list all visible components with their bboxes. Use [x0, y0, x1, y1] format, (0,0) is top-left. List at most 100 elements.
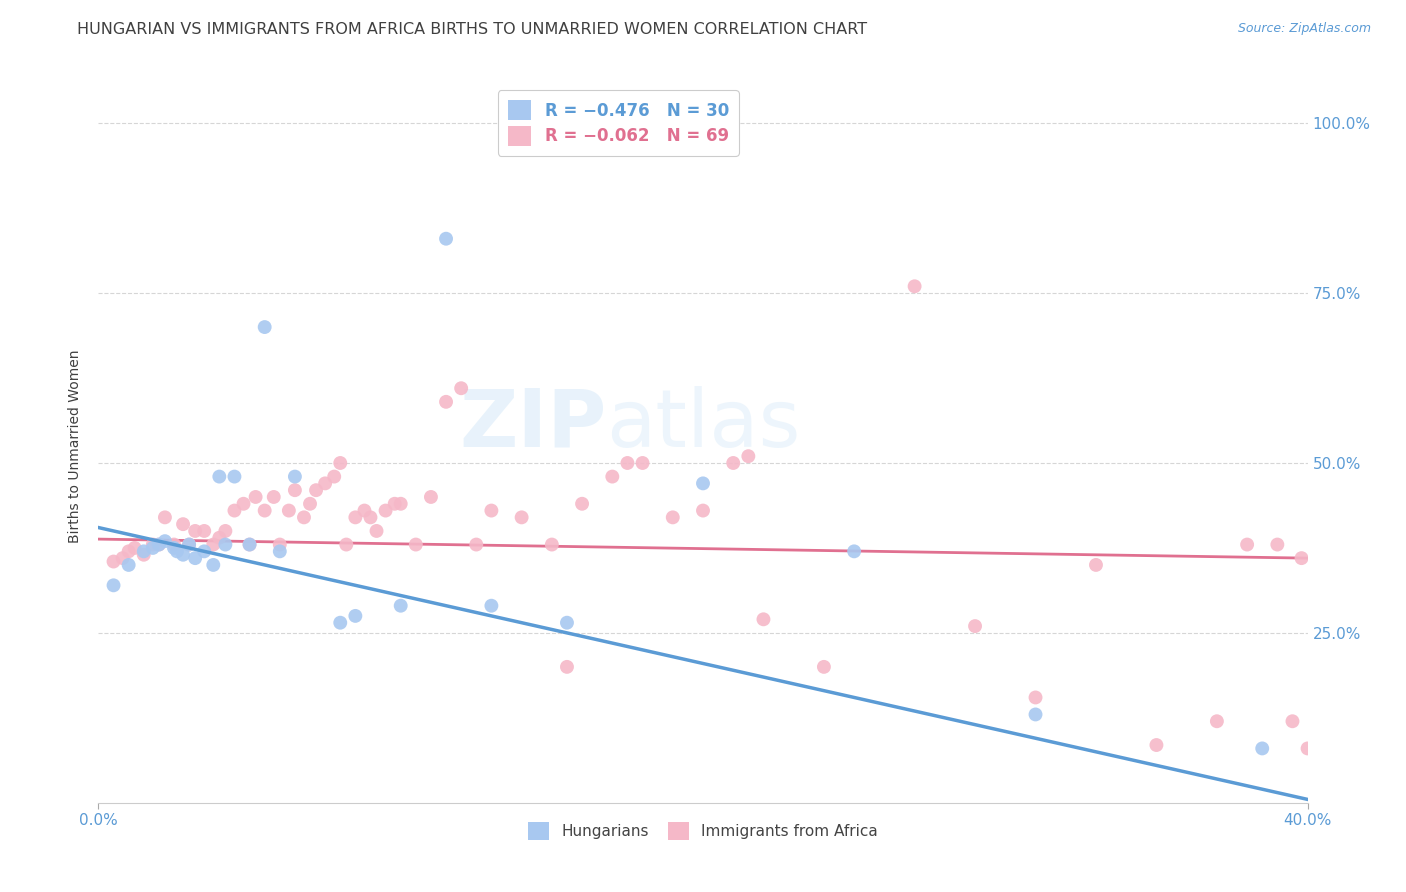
Point [111, 551, 134, 566]
Point [360, 510, 382, 524]
Point [353, 503, 375, 517]
Point [153, 510, 176, 524]
Point [434, 394, 457, 409]
Point [1251, 741, 1274, 756]
Point [374, 503, 396, 517]
Point [420, 490, 443, 504]
Point [434, 232, 457, 246]
Point [335, 537, 357, 551]
Text: ZIP: ZIP [458, 385, 606, 464]
Point [366, 524, 388, 538]
Point [184, 551, 207, 566]
Point [269, 537, 291, 551]
Point [153, 534, 176, 549]
Point [661, 510, 683, 524]
Point [142, 537, 165, 551]
Point [329, 456, 352, 470]
Point [124, 541, 146, 555]
Point [692, 503, 714, 517]
Point [224, 503, 246, 517]
Point [202, 537, 225, 551]
Point [269, 544, 291, 558]
Point [253, 503, 276, 517]
Point [277, 503, 299, 517]
Point [245, 490, 267, 504]
Point [389, 599, 412, 613]
Point [1024, 690, 1046, 705]
Point [163, 541, 186, 555]
Point [405, 537, 427, 551]
Point [752, 612, 775, 626]
Point [844, 544, 866, 558]
Point [384, 497, 406, 511]
Point [1267, 537, 1289, 551]
Point [305, 483, 328, 498]
Point [142, 541, 165, 555]
Point [323, 469, 346, 483]
Point [239, 537, 262, 551]
Text: HUNGARIAN VS IMMIGRANTS FROM AFRICA BIRTHS TO UNMARRIED WOMEN CORRELATION CHART: HUNGARIAN VS IMMIGRANTS FROM AFRICA BIRT… [77, 22, 868, 37]
Point [148, 537, 170, 551]
Point [813, 660, 835, 674]
Point [510, 510, 533, 524]
Point [450, 381, 472, 395]
Point [965, 619, 987, 633]
Point [1291, 551, 1313, 566]
Point [132, 548, 155, 562]
Point [263, 490, 285, 504]
Legend: Hungarians, Immigrants from Africa: Hungarians, Immigrants from Africa [519, 813, 887, 848]
Point [602, 469, 624, 483]
Point [214, 537, 236, 551]
Point [1144, 738, 1167, 752]
Point [692, 476, 714, 491]
Point [103, 555, 125, 569]
Point [172, 548, 194, 562]
Text: atlas: atlas [606, 385, 800, 464]
Point [163, 537, 186, 551]
Point [631, 456, 654, 470]
Point [465, 537, 488, 551]
Point [389, 497, 412, 511]
Point [166, 544, 188, 558]
Point [208, 531, 231, 545]
Point [571, 497, 593, 511]
Point [132, 544, 155, 558]
Point [284, 469, 307, 483]
Point [1085, 558, 1108, 572]
Point [481, 599, 503, 613]
Point [184, 524, 207, 538]
Point [193, 524, 215, 538]
Point [1281, 714, 1303, 729]
Point [737, 449, 759, 463]
Point [208, 469, 231, 483]
Point [555, 660, 578, 674]
Text: Source: ZipAtlas.com: Source: ZipAtlas.com [1237, 22, 1371, 36]
Point [616, 456, 638, 470]
Point [193, 544, 215, 558]
Y-axis label: Births to Unmarried Women: Births to Unmarried Women [69, 350, 83, 542]
Point [232, 497, 254, 511]
Point [540, 537, 562, 551]
Point [344, 608, 367, 623]
Point [292, 510, 315, 524]
Point [239, 537, 262, 551]
Point [148, 537, 170, 551]
Point [284, 483, 307, 498]
Point [118, 544, 141, 558]
Point [723, 456, 745, 470]
Point [904, 279, 927, 293]
Point [214, 524, 236, 538]
Point [1206, 714, 1229, 729]
Point [344, 510, 367, 524]
Point [481, 503, 503, 517]
Point [329, 615, 352, 630]
Point [1296, 741, 1319, 756]
Point [103, 578, 125, 592]
Point [299, 497, 322, 511]
Point [1024, 707, 1046, 722]
Point [224, 469, 246, 483]
Point [172, 517, 194, 532]
Point [179, 537, 201, 551]
Point [555, 615, 578, 630]
Point [118, 558, 141, 572]
